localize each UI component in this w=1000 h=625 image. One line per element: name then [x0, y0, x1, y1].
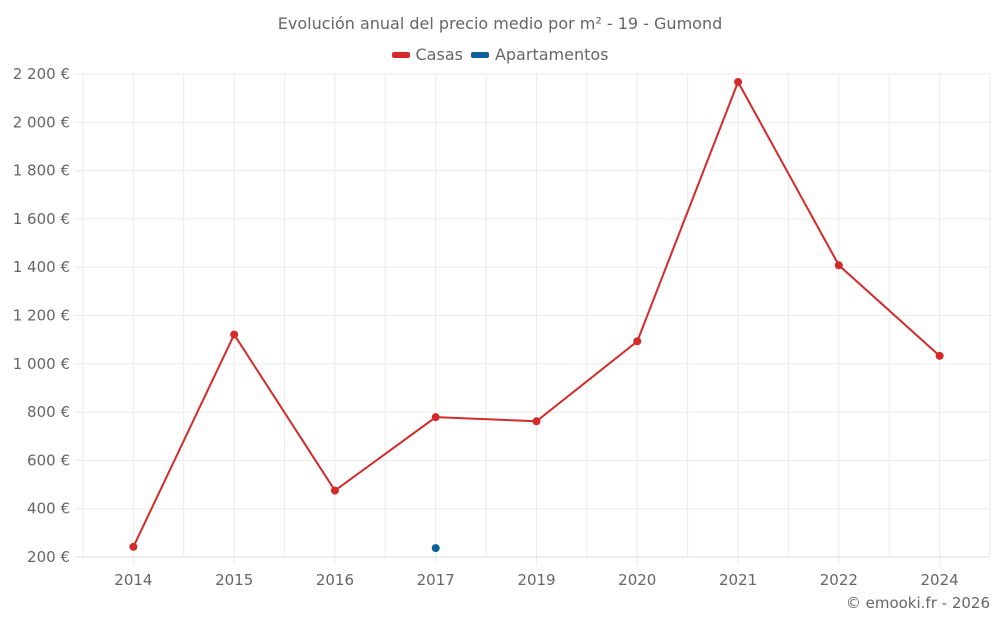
y-tick-label: 200 €: [27, 548, 70, 566]
data-series: [129, 77, 944, 553]
data-point-casas[interactable]: [230, 330, 239, 339]
data-point-casas[interactable]: [935, 351, 944, 360]
chart-legend: Casas Apartamentos: [0, 45, 1000, 64]
data-point-apartamentos[interactable]: [431, 544, 440, 553]
y-tick-label: 1 400 €: [13, 258, 70, 276]
legend-swatch-apartamentos: [470, 51, 489, 58]
x-tick-label: 2022: [820, 571, 858, 589]
y-tick-label: 1 200 €: [13, 307, 70, 325]
y-tick-label: 800 €: [27, 403, 70, 421]
data-point-casas[interactable]: [734, 77, 743, 86]
x-tick-label: 2015: [215, 571, 253, 589]
y-tick-label: 1 800 €: [13, 162, 70, 180]
grid-lines: [75, 73, 991, 558]
data-point-casas[interactable]: [129, 542, 138, 551]
y-tick-label: 2 200 €: [13, 65, 70, 83]
legend-item-apartamentos[interactable]: Apartamentos: [470, 45, 609, 64]
data-point-casas[interactable]: [633, 337, 642, 346]
x-tick-label: 2020: [618, 571, 656, 589]
legend-label-casas: Casas: [415, 45, 463, 64]
data-point-casas[interactable]: [834, 261, 843, 270]
x-tick-label: 2017: [417, 571, 455, 589]
y-tick-label: 2 000 €: [13, 113, 70, 131]
y-tick-label: 1 600 €: [13, 210, 70, 228]
y-tick-label: 600 €: [27, 451, 70, 469]
chart-title: Evolución anual del precio medio por m² …: [277, 14, 723, 33]
y-tick-label: 1 000 €: [13, 355, 70, 373]
data-point-casas[interactable]: [532, 417, 541, 426]
credit-text: © emooki.fr - 2026: [845, 594, 990, 612]
x-tick-label: 2019: [517, 571, 555, 589]
y-axis: 200 € 400 € 600 € 800 € 1 000 € 1 200 € 1 400 …: [13, 65, 70, 566]
x-tick-label: 2016: [316, 571, 354, 589]
data-point-casas[interactable]: [431, 413, 440, 422]
y-tick-label: 400 €: [27, 500, 70, 518]
x-axis: 2014 2015 2016 2017 2019 2020 2021 2022 2024: [114, 74, 959, 589]
x-tick-label: 2014: [114, 571, 152, 589]
legend-label-apartamentos: Apartamentos: [494, 45, 609, 64]
legend-item-casas[interactable]: Casas: [391, 45, 463, 64]
x-tick-label: 2021: [719, 571, 757, 589]
data-point-casas[interactable]: [330, 486, 339, 495]
x-tick-label: 2024: [921, 571, 959, 589]
legend-swatch-casas: [391, 51, 410, 58]
